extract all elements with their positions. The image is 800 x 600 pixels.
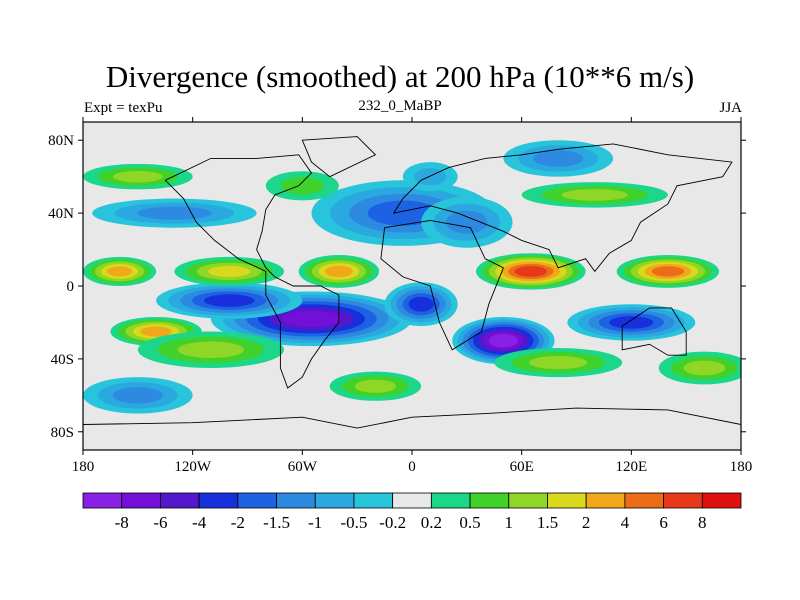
- continent-path: [301, 136, 377, 178]
- field-cell: [281, 310, 342, 327]
- y-tick-label: 0: [67, 279, 75, 295]
- colorbar-box: [82, 492, 123, 509]
- colorbar-label: -0.5: [340, 513, 367, 532]
- x-tick-label: 180: [72, 459, 95, 475]
- colorbar-box: [585, 492, 626, 509]
- colorbar-label: -8: [115, 513, 129, 532]
- field-cell: [208, 265, 251, 278]
- field-cell: [408, 296, 434, 312]
- colorbar-label: -4: [192, 513, 207, 532]
- colorbar-box: [160, 492, 200, 509]
- run-label: 232_0_MaBP: [358, 98, 442, 114]
- colorbar-label: 8: [698, 513, 707, 532]
- experiment-label: Expt = texPu: [84, 100, 163, 116]
- field-cell: [112, 170, 163, 183]
- colorbar-box: [276, 492, 316, 509]
- field-cell: [177, 341, 245, 359]
- y-tick-label: 40S: [51, 352, 74, 368]
- colorbar-label: 0.5: [459, 513, 480, 532]
- continent-path: [83, 407, 741, 429]
- colorbar-label: 0.2: [421, 513, 442, 532]
- field-cell: [533, 150, 584, 167]
- colorbar-label: -1.5: [263, 513, 290, 532]
- colorbar-box: [508, 492, 548, 509]
- continent-path: [392, 143, 733, 273]
- y-tick-label: 80N: [48, 133, 74, 149]
- colorbar-box: [392, 492, 432, 509]
- season-label: JJA: [719, 100, 742, 116]
- x-tick-label: 120W: [174, 459, 212, 475]
- y-tick-label: 40N: [48, 206, 74, 222]
- field-cell: [112, 387, 163, 404]
- field-cell: [529, 355, 588, 370]
- colorbar-box: [353, 492, 394, 509]
- continent-outline: [83, 136, 741, 429]
- colorbar-label: -2: [231, 513, 245, 532]
- x-tick-label: 180: [730, 459, 753, 475]
- chart-title: Divergence (smoothed) at 200 hPa (10**6 …: [105, 59, 695, 94]
- continent-path: [621, 307, 687, 356]
- field-cell: [561, 189, 628, 201]
- x-tick-label: 120E: [615, 459, 647, 475]
- field-cell: [137, 206, 212, 220]
- field-cell: [446, 210, 488, 234]
- colorbar-label: 2: [582, 513, 591, 532]
- field-cell: [140, 326, 172, 337]
- field-cell: [651, 266, 685, 277]
- x-tick-label: 60W: [288, 459, 318, 475]
- colorbar-box: [314, 492, 355, 509]
- colorbar-box: [121, 492, 161, 509]
- colorbar-box: [198, 492, 239, 509]
- field-cell: [106, 266, 133, 277]
- field-cell: [514, 266, 548, 277]
- y-tick-label: 80S: [51, 425, 74, 441]
- x-tick-label: 0: [408, 459, 416, 475]
- field-cell: [280, 177, 324, 195]
- field-cell: [683, 360, 726, 376]
- colorbar-box: [663, 492, 703, 509]
- colorbar-box: [547, 492, 587, 509]
- field-cell: [488, 333, 518, 348]
- colorbar-label: 6: [659, 513, 668, 532]
- colorbar-label: -0.2: [379, 513, 406, 532]
- field-cell: [367, 200, 439, 226]
- field-cell: [609, 316, 654, 329]
- colorbar-box: [469, 492, 510, 509]
- colorbar-box: [430, 492, 471, 509]
- colorbar-box: [237, 492, 277, 509]
- colorbar-box: [624, 492, 664, 509]
- colorbar: -8 -6 -4 -2 -1.5 -1 -0.5 -0.2 0.2 0.5 1 1.5 2 4 6 8: [82, 492, 742, 532]
- colorbar-label: 1: [505, 513, 514, 532]
- colorbar-box: [701, 492, 742, 509]
- continent-path: [164, 154, 340, 389]
- continent-path: [380, 219, 504, 351]
- colorbar-label: -6: [153, 513, 167, 532]
- field-cell: [354, 379, 397, 393]
- colorbar-label: 4: [621, 513, 630, 532]
- colorbar-label: -1: [308, 513, 322, 532]
- x-tick-label: 60E: [510, 459, 534, 475]
- field-cell: [204, 294, 255, 307]
- colorbar-label: 1.5: [537, 513, 558, 532]
- field-cell: [325, 265, 353, 278]
